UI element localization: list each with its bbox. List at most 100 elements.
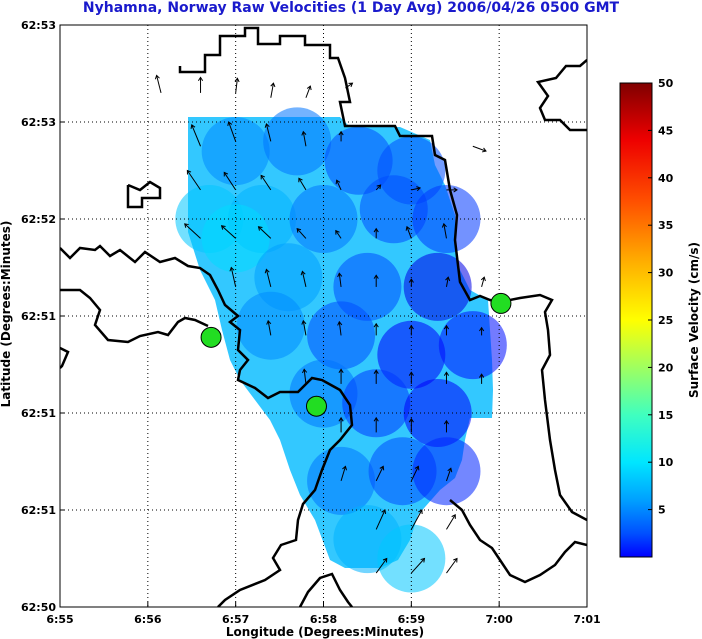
velocity-vector — [227, 121, 237, 142]
x-tick-labels: 6:55 6:56 6:57 6:58 6:59 7:00 7:01 — [46, 602, 601, 626]
chart-title: Nyhamna, Norway Raw Velocities (1 Day Av… — [82, 0, 620, 16]
velocity-vector — [301, 130, 307, 147]
velocity-vector — [220, 225, 237, 239]
speed-cell — [377, 320, 446, 389]
station-marker — [490, 292, 512, 314]
velocity-vector — [345, 82, 354, 89]
station-marker — [305, 395, 327, 417]
speed-cell — [438, 311, 507, 380]
velocity-vector — [257, 226, 272, 239]
velocity-vector — [234, 77, 240, 93]
velocity-vector — [373, 274, 379, 287]
velocity-vector — [300, 270, 307, 288]
velocity-vector — [445, 467, 453, 482]
colorbar-tick-label: 45 — [658, 124, 673, 137]
colorbar-tick-label: 5 — [658, 504, 666, 517]
colorbar-tick-label: 15 — [658, 409, 673, 422]
velocity-vector — [405, 225, 412, 239]
speed-cell — [403, 252, 472, 321]
velocity-vector — [408, 278, 414, 287]
station-marker — [200, 326, 222, 348]
velocity-vector — [264, 123, 272, 142]
velocity-vector — [296, 228, 307, 239]
velocity-vector — [340, 465, 348, 482]
velocity-vector — [305, 85, 312, 98]
velocity-vector — [375, 184, 382, 191]
velocity-vector — [445, 276, 451, 287]
velocity-vector — [337, 320, 343, 336]
velocity-vector — [270, 82, 276, 98]
x-axis-label: Longitude (Degrees:Minutes) — [226, 625, 424, 639]
speed-cell — [201, 117, 270, 186]
x-tick-label: 7:01 — [573, 613, 600, 626]
velocity-vector — [410, 557, 426, 574]
y-tick-label: 62:50 — [21, 601, 56, 614]
velocity-vector — [302, 368, 308, 384]
coastline-north — [178, 26, 587, 522]
velocity-vector — [301, 319, 307, 336]
y-tick-labels: 62:53 62:53 62:52 62:51 62:51 62:51 62:50 — [21, 19, 65, 614]
coastline-west-inlet — [60, 288, 209, 344]
velocity-vector — [335, 229, 342, 239]
colorbar-ticks: 5 10 15 20 25 30 35 40 45 50 — [648, 77, 674, 517]
velocity-vector — [338, 416, 344, 433]
y-tick-label: 62:53 — [21, 116, 56, 129]
speed-cell — [263, 107, 332, 176]
y-tick-label: 62:51 — [21, 310, 56, 323]
speed-cell — [412, 437, 481, 506]
speed-cell — [201, 204, 270, 273]
velocity-field — [175, 107, 507, 593]
radar-stations — [200, 292, 512, 417]
colorbar-tick-label: 40 — [658, 172, 674, 185]
coastline-west — [60, 244, 354, 607]
speed-cell — [359, 175, 428, 244]
velocity-vector — [375, 465, 385, 482]
velocity-vector — [375, 557, 388, 574]
x-tick-label: 7:00 — [485, 613, 513, 626]
velocity-vector — [446, 187, 458, 193]
velocity-vector — [154, 74, 162, 94]
x-tick-label: 6:55 — [46, 613, 73, 626]
velocity-vector — [472, 145, 487, 153]
velocity-vector — [373, 322, 379, 336]
velocity-vector — [338, 368, 344, 384]
colorbar — [619, 82, 653, 558]
y-tick-label: 62:52 — [21, 213, 56, 226]
velocity-vector — [446, 557, 458, 574]
velocity-vector — [375, 509, 387, 530]
velocity-vector — [408, 371, 414, 384]
velocity-vector — [197, 76, 204, 93]
velocity-vector — [260, 174, 272, 191]
velocity-vector — [266, 319, 272, 336]
velocity-vector — [229, 266, 237, 288]
colorbar-tick-label: 20 — [658, 361, 674, 374]
speed-cell — [403, 379, 472, 447]
x-tick-label: 6:59 — [398, 613, 425, 626]
velocity-vector — [443, 419, 450, 433]
speed-cell — [342, 369, 411, 438]
velocity-vector — [186, 169, 201, 191]
velocity-vector — [408, 324, 414, 336]
speed-cell — [324, 126, 393, 195]
colorbar-tick-label: 50 — [658, 77, 674, 90]
coastline-island-nw — [126, 180, 162, 209]
colorbar-tick-label: 30 — [658, 267, 674, 280]
velocity-vector — [410, 465, 420, 482]
y-axis-label: Latitude (Degrees:Minutes) — [0, 221, 13, 408]
speed-cell — [289, 185, 358, 253]
velocity-vector — [479, 373, 485, 384]
speed-cell — [412, 185, 481, 253]
velocity-vector — [223, 171, 237, 191]
velocity-vector — [373, 369, 379, 384]
coastline-west-small — [60, 346, 70, 369]
colorbar-tick-label: 35 — [658, 219, 673, 232]
velocity-vector — [335, 179, 342, 191]
velocity-vector — [411, 186, 422, 192]
velocity-vector — [373, 416, 379, 433]
y-tick-label: 62:53 — [21, 19, 56, 32]
x-tick-label: 6:58 — [310, 613, 337, 626]
speed-cell — [236, 291, 305, 360]
velocity-vector — [337, 272, 343, 287]
colorbar-tick-label: 25 — [658, 314, 673, 327]
